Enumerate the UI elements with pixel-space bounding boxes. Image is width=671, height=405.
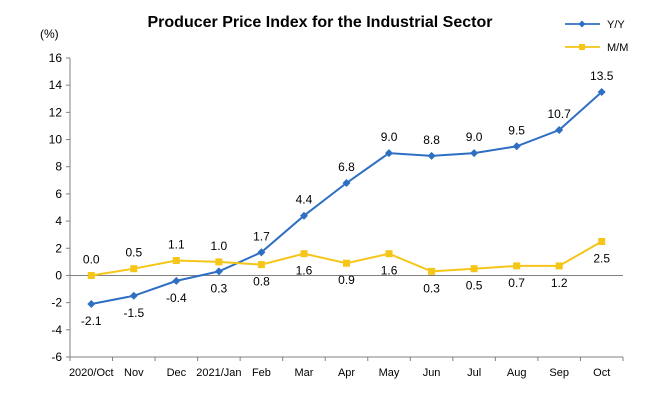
data-labels-layer: -2.1 0.0 -1.5 0.5 -0.4 1.1 0.3 1.0 1.7 0.8 4.4 1.6 6… [81,69,614,328]
data-point-mm [343,259,350,267]
x-tick-label: May [379,367,400,379]
data-label-yy: 10.7 [548,107,572,121]
data-point-yy [129,291,138,300]
data-point-yy [470,149,479,158]
data-label-yy: -1.5 [123,306,144,320]
axes: 16 14 12 10 8 6 4 2 0 -2 -4 -6 2020/Oct Nov Dec 2021/Ja… [49,51,624,379]
data-label-mm: 0.5 [466,279,483,293]
data-point-mm [257,261,265,269]
y-tick-label: 12 [49,105,63,119]
legend-marker-mm [579,44,585,50]
legend-entry-yy: Y/Y [565,19,625,31]
data-point-yy [214,267,223,276]
legend-entry-mm: M/M [565,42,628,54]
x-tick-label: Oct [593,367,610,379]
data-point-mm [300,250,308,258]
data-label-mm: 2.5 [593,251,610,265]
x-tick-label: Nov [124,367,144,379]
data-label-yy: 0.3 [211,281,228,295]
data-point-yy [172,276,181,285]
y-tick-label: -2 [51,296,62,310]
y-tick-label: 14 [49,78,63,92]
data-point-mm [130,265,138,273]
data-label-yy: 6.8 [338,160,355,174]
data-point-yy [300,211,308,220]
data-label-yy: 4.4 [296,193,313,207]
legend-marker-yy [578,20,586,28]
legend: Y/Y M/M [565,19,628,54]
data-label-yy: 13.5 [590,69,614,83]
data-label-yy: -2.1 [81,314,102,328]
data-point-mm [385,250,393,258]
data-point-mm [598,238,606,245]
y-tick-label: 2 [55,241,62,255]
y-tick-label: 6 [55,187,62,201]
data-label-yy: -0.4 [166,291,187,305]
data-point-yy [385,149,393,158]
data-point-mm [513,262,521,270]
data-label-yy: 9.0 [381,130,398,144]
y-tick-label: -6 [51,350,62,364]
data-label-yy: 9.5 [508,123,525,137]
x-tick-label: Dec [167,367,187,379]
x-tick-label: Aug [507,367,527,379]
data-label-mm: 0.7 [508,276,525,290]
x-tick-label: 2021/Jan [196,367,241,379]
data-point-yy [512,142,521,151]
x-tick-label: Jun [423,367,441,379]
data-point-mm [87,272,95,279]
data-label-mm: 1.1 [168,238,185,252]
data-point-yy [597,88,606,96]
series-line-yy [91,91,603,305]
x-tick-label: Sep [549,367,569,379]
y-tick-label: 8 [55,160,62,174]
data-label-mm: 0.8 [253,275,270,289]
data-point-mm [172,257,180,264]
data-point-mm [470,265,478,273]
data-label-mm: 1.6 [381,264,398,278]
x-tick-label: Mar [294,367,313,379]
data-label-mm: 1.0 [211,239,228,253]
data-point-yy [427,151,436,160]
data-label-mm: 1.6 [296,264,313,278]
data-point-mm [555,262,563,270]
y-tick-label: 4 [55,214,62,228]
y-tick-label: 16 [49,51,63,65]
y-tick-label: 10 [49,133,63,147]
data-point-yy [342,179,351,187]
y-tick-label: 0 [55,268,62,282]
data-point-yy [87,300,96,308]
data-label-mm: 0.5 [125,246,142,260]
legend-label-mm: M/M [607,42,628,54]
data-label-mm: 0.0 [83,252,100,266]
y-tick-label: -4 [51,323,62,337]
x-tick-label: Jul [467,367,481,379]
data-label-mm: 1.2 [551,276,568,290]
data-label-yy: 1.7 [253,229,270,243]
series-layer [87,88,606,308]
data-label-yy: 8.8 [423,133,440,147]
data-label-mm: 0.3 [423,281,440,295]
legend-label-yy: Y/Y [607,19,625,31]
x-tick-label: Feb [252,367,271,379]
data-label-mm: 0.9 [338,273,355,287]
x-tick-label: 2020/Oct [69,367,114,379]
data-point-yy [555,126,564,134]
data-label-yy: 9.0 [466,130,483,144]
data-point-mm [215,258,223,266]
data-point-mm [428,267,436,275]
chart-title: Producer Price Index for the Industrial … [148,14,493,31]
y-axis-unit-label: (%) [40,27,59,41]
x-tick-label: Apr [338,367,355,379]
data-point-yy [257,248,266,257]
